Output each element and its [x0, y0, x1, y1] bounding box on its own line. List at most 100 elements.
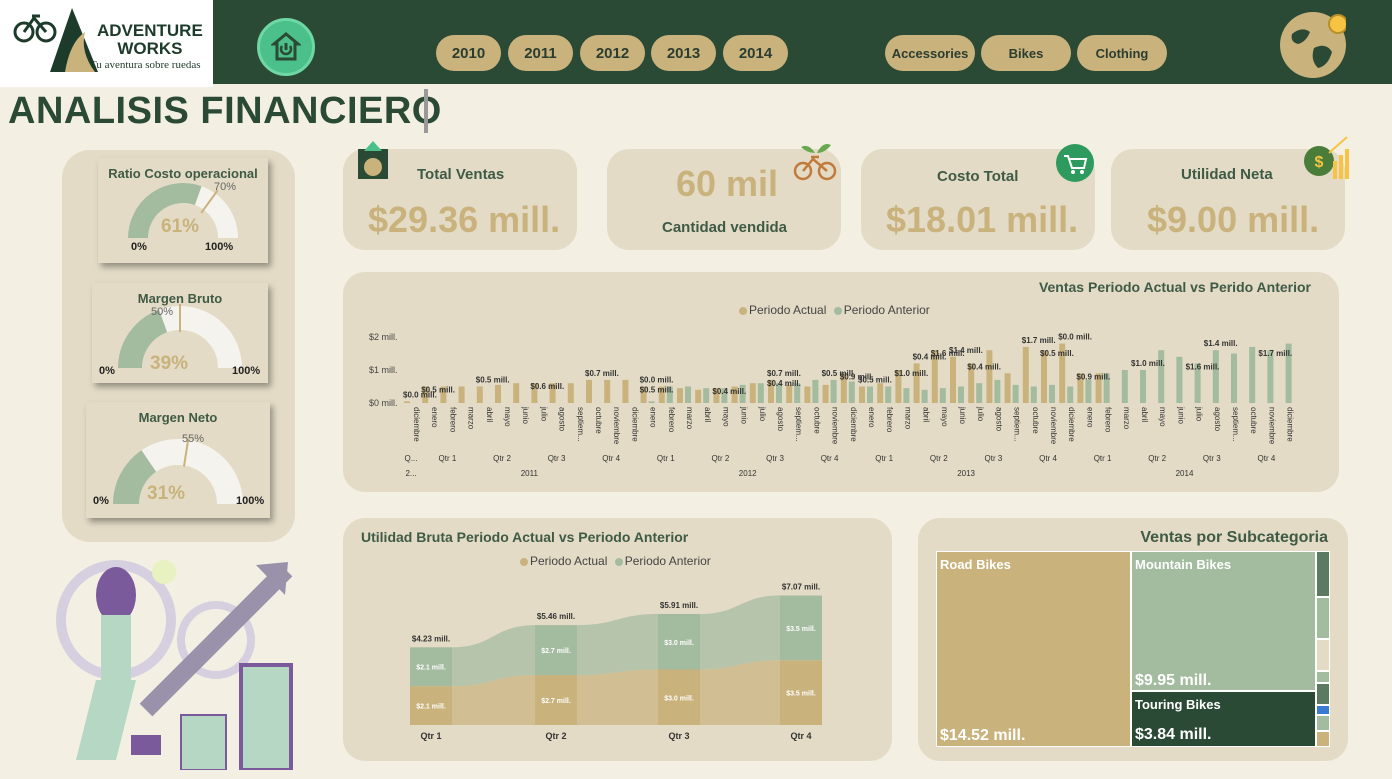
treemap-tile-small[interactable]	[1316, 551, 1330, 597]
bar-periodo-actual	[895, 370, 902, 403]
bar-periodo-actual	[440, 386, 447, 403]
treemap-tile-small[interactable]	[1316, 597, 1330, 639]
treemap-tile-touring-bikes[interactable]: Touring Bikes $3.84 mill.	[1131, 691, 1316, 747]
treemap-tile-small[interactable]	[1316, 731, 1330, 747]
x-quarter-label: Qtr 4	[1039, 454, 1057, 463]
bar-data-label: $0.5 mill.	[640, 386, 674, 395]
treemap-tile-small[interactable]	[1316, 671, 1330, 683]
bar-periodo-anterior	[1012, 384, 1019, 403]
ribbon-band-actual	[700, 660, 780, 725]
bar-periodo-actual	[931, 350, 938, 403]
ribbon-band-anterior	[577, 614, 658, 676]
bar-periodo-actual	[1059, 343, 1066, 403]
bar-periodo-actual	[731, 386, 738, 403]
x-month-label: julio	[758, 406, 767, 422]
svg-text:$: $	[1315, 154, 1324, 171]
bar-data-label: $1.0 mill.	[894, 369, 928, 378]
treemap-card: Ventas por Subcategoria Road Bikes $14.5…	[918, 518, 1348, 761]
legend-dot-anterior	[833, 306, 842, 315]
gauge-margen-bruto	[118, 304, 242, 369]
treemap-tile-small[interactable]	[1316, 683, 1330, 705]
category-filter-bikes[interactable]: Bikes	[981, 35, 1071, 71]
ribbon-label-actual: $3.5 mill.	[786, 691, 816, 698]
category-filter-clothing[interactable]: Clothing	[1077, 35, 1167, 71]
brand-name: ADVENTURE WORKS	[97, 21, 203, 58]
year-filter-2011[interactable]: 2011	[508, 35, 573, 71]
bar-periodo-actual	[822, 384, 829, 403]
bar-periodo-actual	[986, 350, 993, 403]
bar-data-label: $0.4 mill.	[967, 362, 1001, 371]
x-month-label: enero	[867, 407, 876, 428]
bar-periodo-anterior	[794, 383, 801, 403]
bar-periodo-actual	[640, 386, 647, 403]
chart-legend: Periodo Actual Periodo Anterior	[739, 303, 930, 317]
year-filter-2012[interactable]: 2012	[580, 35, 645, 71]
x-quarter-label: Qtr 3	[985, 454, 1003, 463]
legend-dot-anterior	[614, 557, 623, 566]
bar-periodo-anterior	[739, 384, 746, 403]
chart-title: Utilidad Bruta Periodo Actual vs Periodo…	[361, 529, 689, 545]
gauge-value-arc	[128, 183, 202, 239]
x-month-label: marzo	[1122, 407, 1131, 430]
kpi-label: Total Ventas	[417, 166, 505, 183]
x-quarter-label: Qtr 2	[930, 454, 948, 463]
bar-periodo-actual	[476, 386, 483, 403]
year-filter-2013[interactable]: 2013	[651, 35, 716, 71]
treemap-tile-small[interactable]	[1316, 705, 1330, 715]
ribbon-band-actual	[452, 675, 535, 725]
bar-periodo-anterior	[1285, 343, 1292, 403]
gauge-value-arc	[113, 450, 157, 505]
treemap-tile-small[interactable]	[1316, 715, 1330, 731]
x-year-label: 2014	[1176, 469, 1194, 478]
treemap-tile-small[interactable]	[1316, 639, 1330, 671]
ribbon-total-label: $5.46 mill.	[537, 612, 575, 621]
bar-data-label: $1.7 mill.	[1258, 349, 1292, 358]
gauge-target-label: 55%	[182, 433, 205, 445]
ribbon-category-label: Qtr 4	[790, 731, 811, 741]
bar-periodo-anterior	[1158, 350, 1165, 403]
bar-data-label: $1.7 mill.	[1022, 336, 1056, 345]
world-map-icon	[1282, 14, 1348, 76]
x-month-label: mayo	[503, 407, 512, 427]
bar-periodo-anterior	[1249, 346, 1256, 403]
year-filter-2014[interactable]: 2014	[723, 35, 788, 71]
x-month-label: diciembre	[1286, 407, 1295, 442]
bar-periodo-anterior	[921, 389, 928, 403]
bar-periodo-actual	[567, 383, 574, 403]
x-month-label: junio	[1176, 406, 1185, 424]
ribbon-category-label: Qtr 1	[420, 731, 441, 741]
x-month-label: septiem...	[1013, 407, 1022, 442]
x-quarter-label: Qtr 4	[602, 454, 620, 463]
x-month-label: enero	[430, 407, 439, 428]
bar-periodo-anterior	[776, 383, 782, 403]
bar-periodo-actual	[604, 379, 611, 403]
year-filter-2010[interactable]: 2010	[436, 35, 501, 71]
bar-periodo-actual	[404, 401, 410, 403]
gauge-margen-neto	[113, 438, 243, 505]
ribbon-label-actual: $2.1 mill.	[416, 704, 446, 711]
x-month-label: marzo	[903, 407, 912, 430]
x-month-label: abril	[1140, 407, 1149, 422]
x-month-label: diciembre	[630, 407, 639, 442]
bar-periodo-anterior	[1085, 379, 1092, 403]
treemap-tile-mountain-bikes[interactable]: Mountain Bikes $9.95 mill.	[1131, 551, 1316, 691]
power-button[interactable]	[257, 18, 315, 76]
x-quarter-label: Qtr 1	[875, 454, 893, 463]
x-month-label: junio	[521, 406, 530, 424]
kpi-value: $18.01 mill.	[886, 199, 1079, 240]
legend-dot-actual	[739, 306, 747, 315]
bar-data-label: $0.0 mill.	[1058, 333, 1092, 342]
x-month-label: julio	[976, 406, 985, 422]
treemap-tile-road-bikes[interactable]: Road Bikes $14.52 mill.	[936, 551, 1131, 747]
x-month-label: febrero	[667, 407, 676, 433]
ribbon-category-label: Qtr 3	[668, 731, 689, 741]
gauge-title: Margen Neto	[138, 410, 218, 425]
ribbon-band-anterior	[700, 595, 780, 670]
gauge-ratio-costo	[128, 183, 238, 239]
globe-money-icon[interactable]	[1280, 12, 1348, 78]
category-filter-accessories[interactable]: Accessories	[885, 35, 975, 71]
ribbon-band-anterior	[452, 625, 535, 687]
financial-growth-illustration	[56, 560, 293, 770]
x-month-label: diciembre	[412, 407, 421, 442]
kpi-label: Cantidad vendida	[662, 219, 788, 236]
